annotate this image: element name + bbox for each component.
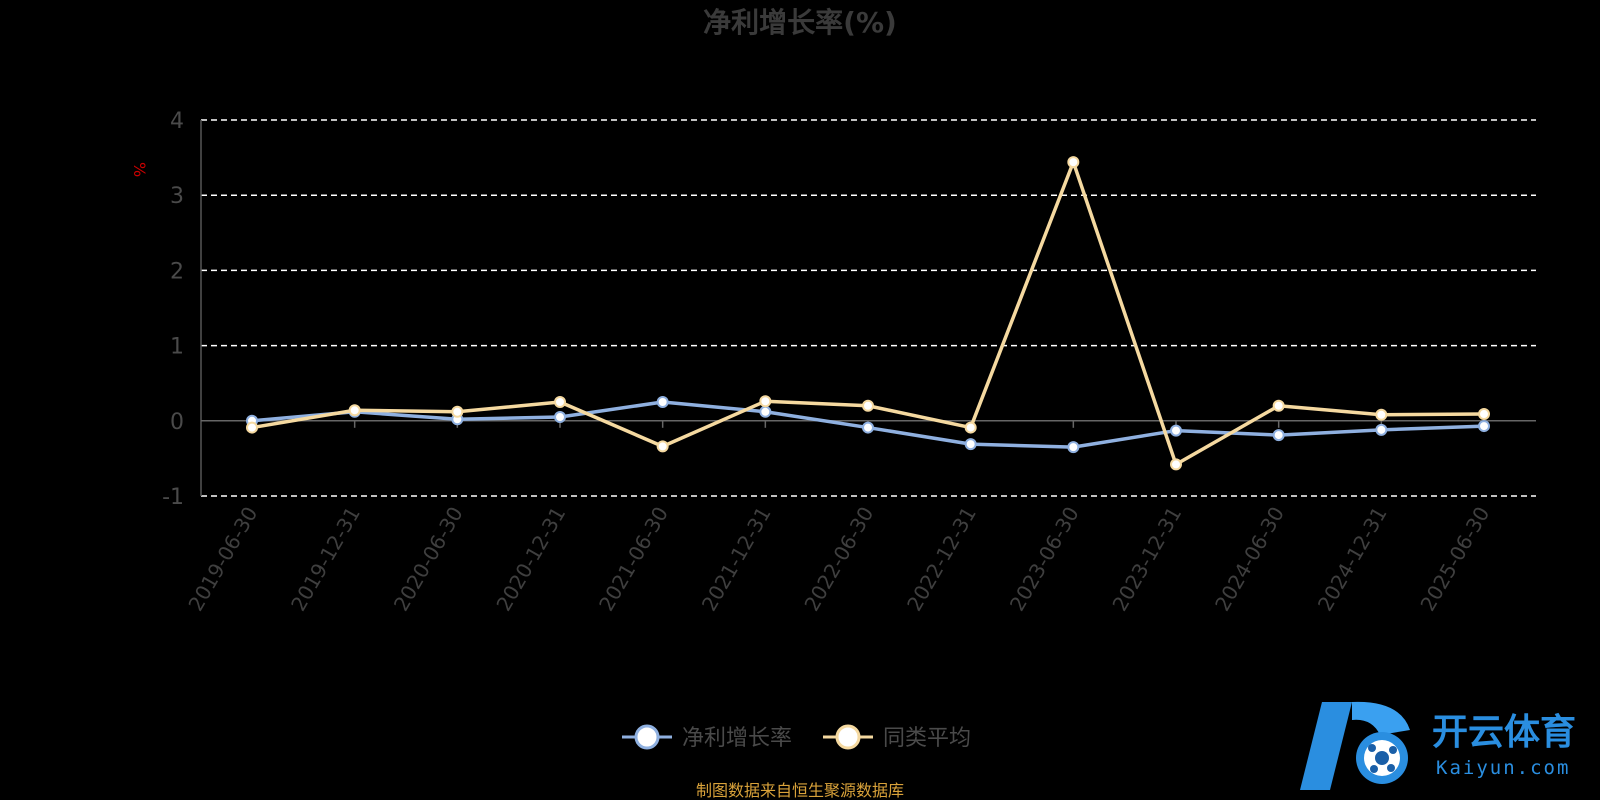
y-tick-labels: -1 0 1 2 3 4	[162, 109, 184, 510]
grid-lines	[201, 119, 1536, 497]
data-point[interactable]	[1067, 441, 1080, 454]
series-1	[246, 156, 1490, 471]
data-point[interactable]	[759, 405, 772, 418]
data-point[interactable]	[862, 399, 874, 412]
data-point[interactable]	[1272, 399, 1285, 412]
x-tick-label: 2021-12-31	[697, 503, 776, 616]
y-axis-unit: %	[130, 162, 149, 177]
x-tick-label: 2022-06-30	[799, 503, 878, 616]
x-tick-label: 2020-12-31	[491, 503, 570, 616]
data-point[interactable]	[1478, 408, 1490, 421]
y-tick-label: 0	[170, 410, 184, 435]
data-point[interactable]	[1170, 424, 1182, 437]
x-tick-label: 2023-12-31	[1107, 503, 1186, 616]
data-point[interactable]	[1478, 420, 1490, 433]
x-tick-label: 2021-06-30	[594, 503, 673, 616]
y-tick-label: -1	[162, 485, 184, 510]
data-point[interactable]	[1170, 458, 1182, 471]
legend-label: 同类平均	[883, 726, 971, 751]
x-tick-label: 2023-06-30	[1005, 503, 1084, 616]
data-point[interactable]	[759, 395, 772, 408]
watermark-cn: 开云体育	[1432, 712, 1576, 753]
legend-label: 净利增长率	[682, 726, 792, 751]
chart-title: 净利增长率(%)	[703, 6, 897, 39]
data-point[interactable]	[1375, 423, 1388, 436]
x-tick-label: 2024-12-31	[1313, 503, 1392, 616]
y-tick-label: 1	[170, 335, 184, 360]
data-point[interactable]	[964, 438, 977, 451]
data-point[interactable]	[554, 396, 566, 408]
axes	[200, 120, 1536, 496]
x-tick-label: 2019-12-31	[286, 503, 365, 616]
y-tick-label: 2	[170, 259, 184, 284]
x-tick-label: 2020-06-30	[389, 503, 468, 616]
data-point[interactable]	[964, 421, 977, 434]
data-point[interactable]	[1375, 408, 1388, 421]
data-point[interactable]	[554, 411, 566, 424]
kaiyun-logo-icon	[1300, 701, 1410, 790]
legend-item-net-profit-growth[interactable]: 净利增长率	[622, 724, 792, 751]
x-tick-label: 2025-06-30	[1415, 503, 1494, 616]
legend[interactable]: 净利增长率 同类平均	[622, 724, 971, 751]
data-point[interactable]	[656, 440, 669, 453]
x-tick-label: 2019-06-30	[183, 503, 262, 616]
x-tick-labels: 2019-06-30 2019-12-31 2020-06-30 2020-12-31…	[183, 503, 1494, 616]
legend-marker-icon	[634, 724, 660, 750]
watermark-logo: 开云体育 Kaiyun.com	[1300, 701, 1576, 790]
x-tick-label: 2024-06-30	[1210, 503, 1289, 616]
legend-marker-icon	[835, 724, 861, 750]
x-tick-label: 2022-12-31	[902, 503, 981, 616]
data-point[interactable]	[451, 405, 464, 418]
data-point[interactable]	[1067, 156, 1080, 169]
data-point[interactable]	[1272, 429, 1285, 442]
data-point[interactable]	[348, 404, 361, 417]
data-point[interactable]	[862, 421, 874, 434]
watermark-en: Kaiyun.com	[1436, 757, 1570, 779]
y-tick-label: 3	[170, 184, 184, 209]
data-point[interactable]	[246, 421, 258, 434]
data-point[interactable]	[656, 396, 669, 408]
series-layer	[246, 156, 1490, 471]
data-source-note: 制图数据来自恒生聚源数据库	[696, 781, 904, 800]
legend-item-peer-average[interactable]: 同类平均	[823, 724, 971, 751]
y-tick-label: 4	[170, 109, 184, 134]
